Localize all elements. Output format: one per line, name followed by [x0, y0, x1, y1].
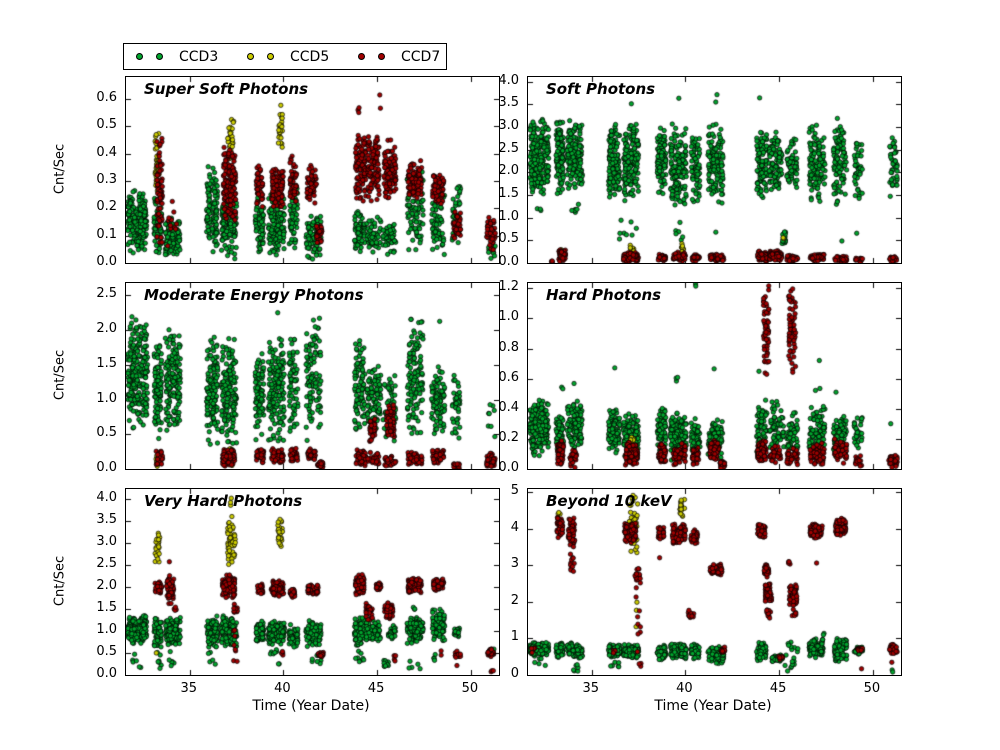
y-tick-label: 4: [510, 519, 519, 535]
legend-label-ccd3: CCD3: [179, 48, 219, 65]
panel-title: Very Hard Photons: [144, 492, 303, 510]
y-tick-label: 1.5: [96, 355, 117, 371]
scatter-canvas-beyond-10kev: [528, 489, 901, 675]
ccd3-marker-icon: [156, 53, 163, 60]
y-tick-label: 1.0: [96, 621, 117, 637]
y-tick-label: 0.4: [96, 144, 117, 160]
y-tick-label: 3: [510, 556, 519, 572]
x-axis-label: Time (Year Date): [654, 698, 772, 714]
y-tick-label: 1.0: [498, 309, 519, 325]
panel-super-soft-photons: Super Soft Photons: [125, 76, 500, 264]
y-tick-label: 2.0: [96, 321, 117, 337]
y-tick-label: 1.0: [498, 208, 519, 224]
legend-label-ccd5: CCD5: [290, 48, 330, 65]
y-tick-label: 2: [510, 592, 519, 608]
y-tick-label: 0.4: [498, 399, 519, 415]
x-tick-label: 50: [461, 681, 479, 696]
y-tick-label: 2.5: [96, 555, 117, 571]
y-tick-label: 5: [510, 482, 519, 498]
x-tick-label: 35: [180, 681, 197, 696]
x-tick-label: 50: [863, 681, 881, 696]
x-tick-label: 40: [274, 681, 291, 696]
y-tick-label: 0: [510, 666, 519, 681]
y-tick-label: 2.5: [96, 286, 117, 302]
y-tick-label: 0.6: [96, 89, 117, 105]
scatter-canvas-very-hard: [126, 489, 499, 675]
y-tick-label: 2.0: [498, 163, 519, 179]
scatter-canvas-super-soft: [126, 77, 499, 263]
legend-label-ccd7: CCD7: [401, 48, 441, 65]
y-tick-label: 0.0: [498, 460, 519, 475]
panel-soft-photons: Soft Photons: [527, 76, 902, 264]
legend-item-ccd5: CCD5: [247, 44, 329, 69]
y-axis-label: Cnt/Sec: [52, 349, 68, 401]
y-axis-label: Cnt/Sec: [52, 555, 68, 607]
y-tick-label: 3.0: [498, 117, 519, 133]
panel-hard-photons: Hard Photons: [527, 282, 902, 470]
x-tick-label: 45: [367, 681, 385, 696]
y-tick-label: 0.6: [498, 369, 519, 385]
panel-title: Super Soft Photons: [144, 80, 309, 98]
x-tick-label: 40: [676, 681, 693, 696]
ccd3-marker-icon: [136, 53, 143, 60]
y-tick-label: 0.2: [498, 429, 519, 445]
y-tick-label: 0.5: [96, 425, 117, 441]
panel-beyond-10-kev: Beyond 10 keV: [527, 488, 902, 676]
y-tick-label: 0.5: [498, 231, 519, 247]
y-tick-label: 3.5: [498, 95, 519, 111]
x-axis-label: Time (Year Date): [252, 698, 370, 714]
y-tick-label: 0.8: [498, 339, 519, 355]
scatter-canvas-moderate: [126, 283, 499, 469]
y-tick-label: 4.0: [96, 489, 117, 505]
panel-title: Hard Photons: [546, 286, 662, 304]
legend-item-ccd3: CCD3: [136, 44, 218, 69]
y-tick-label: 0.0: [96, 460, 117, 475]
y-tick-label: 1: [510, 629, 519, 645]
ccd5-marker-icon: [267, 53, 274, 60]
ccd7-marker-icon: [358, 53, 365, 60]
y-tick-label: 0.2: [96, 199, 117, 215]
y-tick-label: 1.5: [96, 599, 117, 615]
y-tick-label: 2.0: [96, 577, 117, 593]
y-tick-label: 0.5: [96, 117, 117, 133]
scatter-canvas-soft: [528, 77, 901, 263]
y-tick-label: 0.3: [96, 171, 117, 187]
y-tick-label: 1.0: [96, 390, 117, 406]
panel-very-hard-photons: Very Hard Photons: [125, 488, 500, 676]
y-tick-label: 1.2: [498, 279, 519, 295]
y-tick-label: 0.0: [96, 666, 117, 681]
y-tick-label: 3.5: [96, 511, 117, 527]
x-tick-label: 35: [582, 681, 599, 696]
panel-title: Moderate Energy Photons: [144, 286, 364, 304]
y-tick-label: 0.5: [96, 643, 117, 659]
legend-item-ccd7: CCD7: [358, 44, 440, 69]
y-tick-label: 1.5: [498, 185, 519, 201]
y-tick-label: 0.1: [96, 226, 117, 242]
ccd5-marker-icon: [247, 53, 254, 60]
ccd7-marker-icon: [378, 53, 385, 60]
y-tick-label: 0.0: [96, 254, 117, 269]
legend: CCD3 CCD5 CCD7: [123, 43, 447, 70]
y-tick-label: 2.5: [498, 140, 519, 156]
panel-title: Soft Photons: [546, 80, 656, 98]
y-tick-label: 0.0: [498, 254, 519, 269]
y-tick-label: 3.0: [96, 533, 117, 549]
scatter-canvas-hard: [528, 283, 901, 469]
y-axis-label: Cnt/Sec: [52, 143, 68, 195]
panel-title: Beyond 10 keV: [546, 492, 672, 510]
y-tick-label: 4.0: [498, 72, 519, 88]
x-tick-label: 45: [769, 681, 787, 696]
panel-moderate-energy-photons: Moderate Energy Photons: [125, 282, 500, 470]
